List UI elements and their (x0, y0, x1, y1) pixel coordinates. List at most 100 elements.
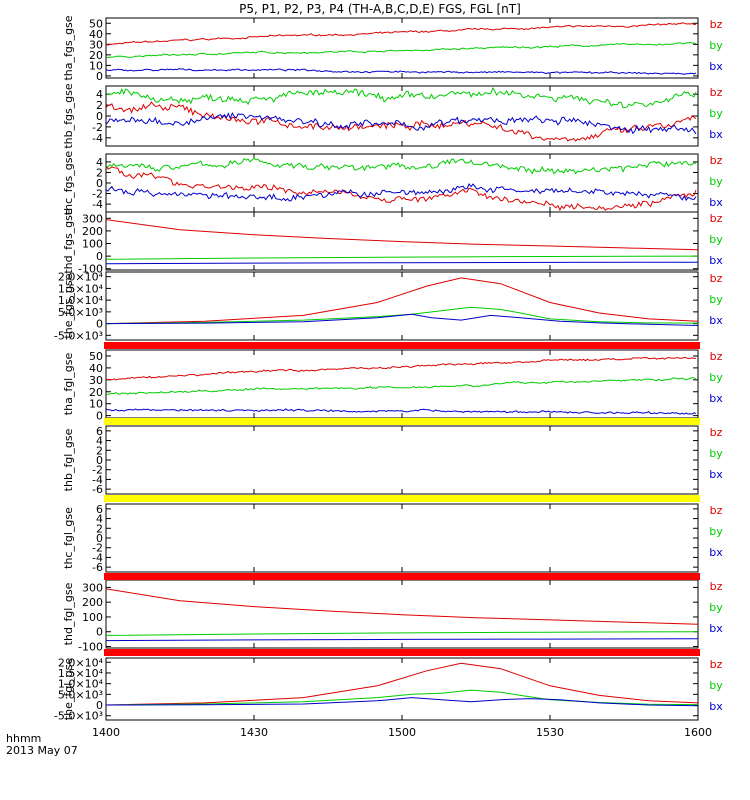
y-tick-label: 0 (96, 318, 103, 331)
y-tick-label: 30 (89, 374, 103, 387)
y-tick-label: -2 (92, 464, 103, 477)
legend-bz: bz (710, 658, 723, 671)
y-tick-label: 5.0×10³ (58, 306, 103, 319)
series-line-bx (106, 313, 698, 326)
y-tick-label: 200 (82, 596, 103, 609)
x-tick-label: 1530 (536, 726, 564, 739)
y-tick-label: 2.0×10⁴ (58, 271, 104, 284)
y-axis-label: thd_fgs_gse (62, 208, 75, 274)
x-axis-label-date: 2013 May 07 (6, 744, 78, 757)
legend-by: by (709, 233, 723, 246)
y-tick-label: 20 (89, 49, 103, 62)
series-group (106, 22, 697, 75)
series-line-by (106, 306, 698, 325)
legend-bx: bx (709, 622, 723, 635)
legend-bz: bz (710, 580, 723, 593)
panel-frame (105, 349, 699, 419)
panel-frame (105, 579, 699, 649)
legend-bz: bz (710, 18, 723, 31)
series-line-bz (106, 662, 698, 706)
y-tick-label: 300 (82, 212, 103, 225)
y-tick-label: 0 (96, 70, 103, 83)
panel-frame (105, 503, 699, 573)
series-line-bx (106, 638, 698, 642)
y-tick-label: -4 (92, 132, 103, 145)
panel-frame (105, 657, 699, 721)
legend-by: by (709, 679, 723, 692)
series-line-bz (106, 165, 697, 212)
y-tick-label: -6 (92, 561, 103, 574)
y-tick-label: -2 (92, 188, 103, 201)
y-tick-label: 2.0×10⁴ (58, 656, 104, 669)
panel-the_fgs_gse: -5.0×10³05.0×10³1.0×10⁴1.5×10⁴2.0×10⁴the… (54, 271, 723, 343)
series-group (106, 356, 697, 415)
panel-thd_fgl_gse: -100 0 100 200 300 thd_fgl_gse bz by bx (62, 579, 723, 654)
legend-bz: bz (710, 504, 723, 517)
y-tick-label: 5.0×10³ (58, 688, 103, 701)
series-line-by (106, 41, 697, 59)
legend-bx: bx (709, 546, 723, 559)
y-tick-label: 4 (96, 88, 103, 101)
data-flag-bar-red-3 (104, 649, 700, 656)
y-axis-label: the_fgs_gse (62, 273, 75, 338)
series-group (106, 157, 697, 212)
y-axis-label: tha_fgs_gse (62, 15, 75, 80)
y-tick-label: 0 (96, 177, 103, 190)
y-tick-label: 0 (96, 410, 103, 423)
y-tick-label: -100 (78, 263, 103, 276)
y-tick-label: 30 (89, 38, 103, 51)
legend-bx: bx (709, 392, 723, 405)
y-tick-label: 1.5×10⁴ (58, 282, 104, 295)
x-tick-label: 1600 (684, 726, 712, 739)
y-tick-label: 2 (96, 99, 103, 112)
y-tick-label: 2 (96, 522, 103, 535)
series-line-by (106, 631, 698, 636)
y-tick-label: 1.0×10⁴ (58, 294, 104, 307)
series-line-bz (106, 356, 697, 381)
series-line-by (106, 255, 698, 260)
series-group (106, 662, 698, 707)
y-axis-label: thb_fgl_gse (62, 428, 75, 491)
series-line-bx (106, 697, 698, 707)
series-line-bx (106, 111, 697, 135)
y-tick-label: 300 (82, 581, 103, 594)
legend-bz: bz (710, 212, 723, 225)
y-axis-label: thc_fgl_gse (62, 507, 75, 569)
x-axis-label-hhmm: hhmm (6, 732, 41, 745)
data-flag-bar-yellow-1 (104, 418, 700, 425)
y-tick-label: 200 (82, 225, 103, 238)
series-line-bx (106, 183, 697, 202)
y-tick-label: -100 (78, 641, 103, 654)
y-tick-label: -4 (92, 473, 103, 486)
series-line-by (106, 157, 697, 175)
legend-bx: bx (709, 468, 723, 481)
series-line-bx (106, 261, 698, 265)
legend-by: by (709, 293, 723, 306)
y-tick-label: 50 (89, 17, 103, 30)
series-line-bx (106, 68, 697, 75)
y-axis-label: thd_fgl_gse (62, 582, 75, 645)
series-group (106, 86, 697, 142)
series-line-bz (106, 588, 698, 625)
legend-bx: bx (709, 128, 723, 141)
series-group (106, 277, 698, 326)
y-axis-label: the_fgl_gse (62, 658, 75, 721)
panel-frame (105, 271, 699, 341)
y-tick-label: 40 (89, 28, 103, 41)
panel-frame (105, 153, 699, 213)
panel-frame (105, 211, 699, 271)
y-tick-label: 0 (96, 532, 103, 545)
y-tick-label: 2 (96, 444, 103, 457)
legend-bz: bz (710, 426, 723, 439)
panel-frame (105, 17, 699, 79)
legend-by: by (709, 175, 723, 188)
y-tick-label: -2 (92, 121, 103, 134)
y-tick-label: 0 (96, 250, 103, 263)
y-tick-label: 0 (96, 699, 103, 712)
y-tick-label: 1.5×10⁴ (58, 667, 104, 680)
